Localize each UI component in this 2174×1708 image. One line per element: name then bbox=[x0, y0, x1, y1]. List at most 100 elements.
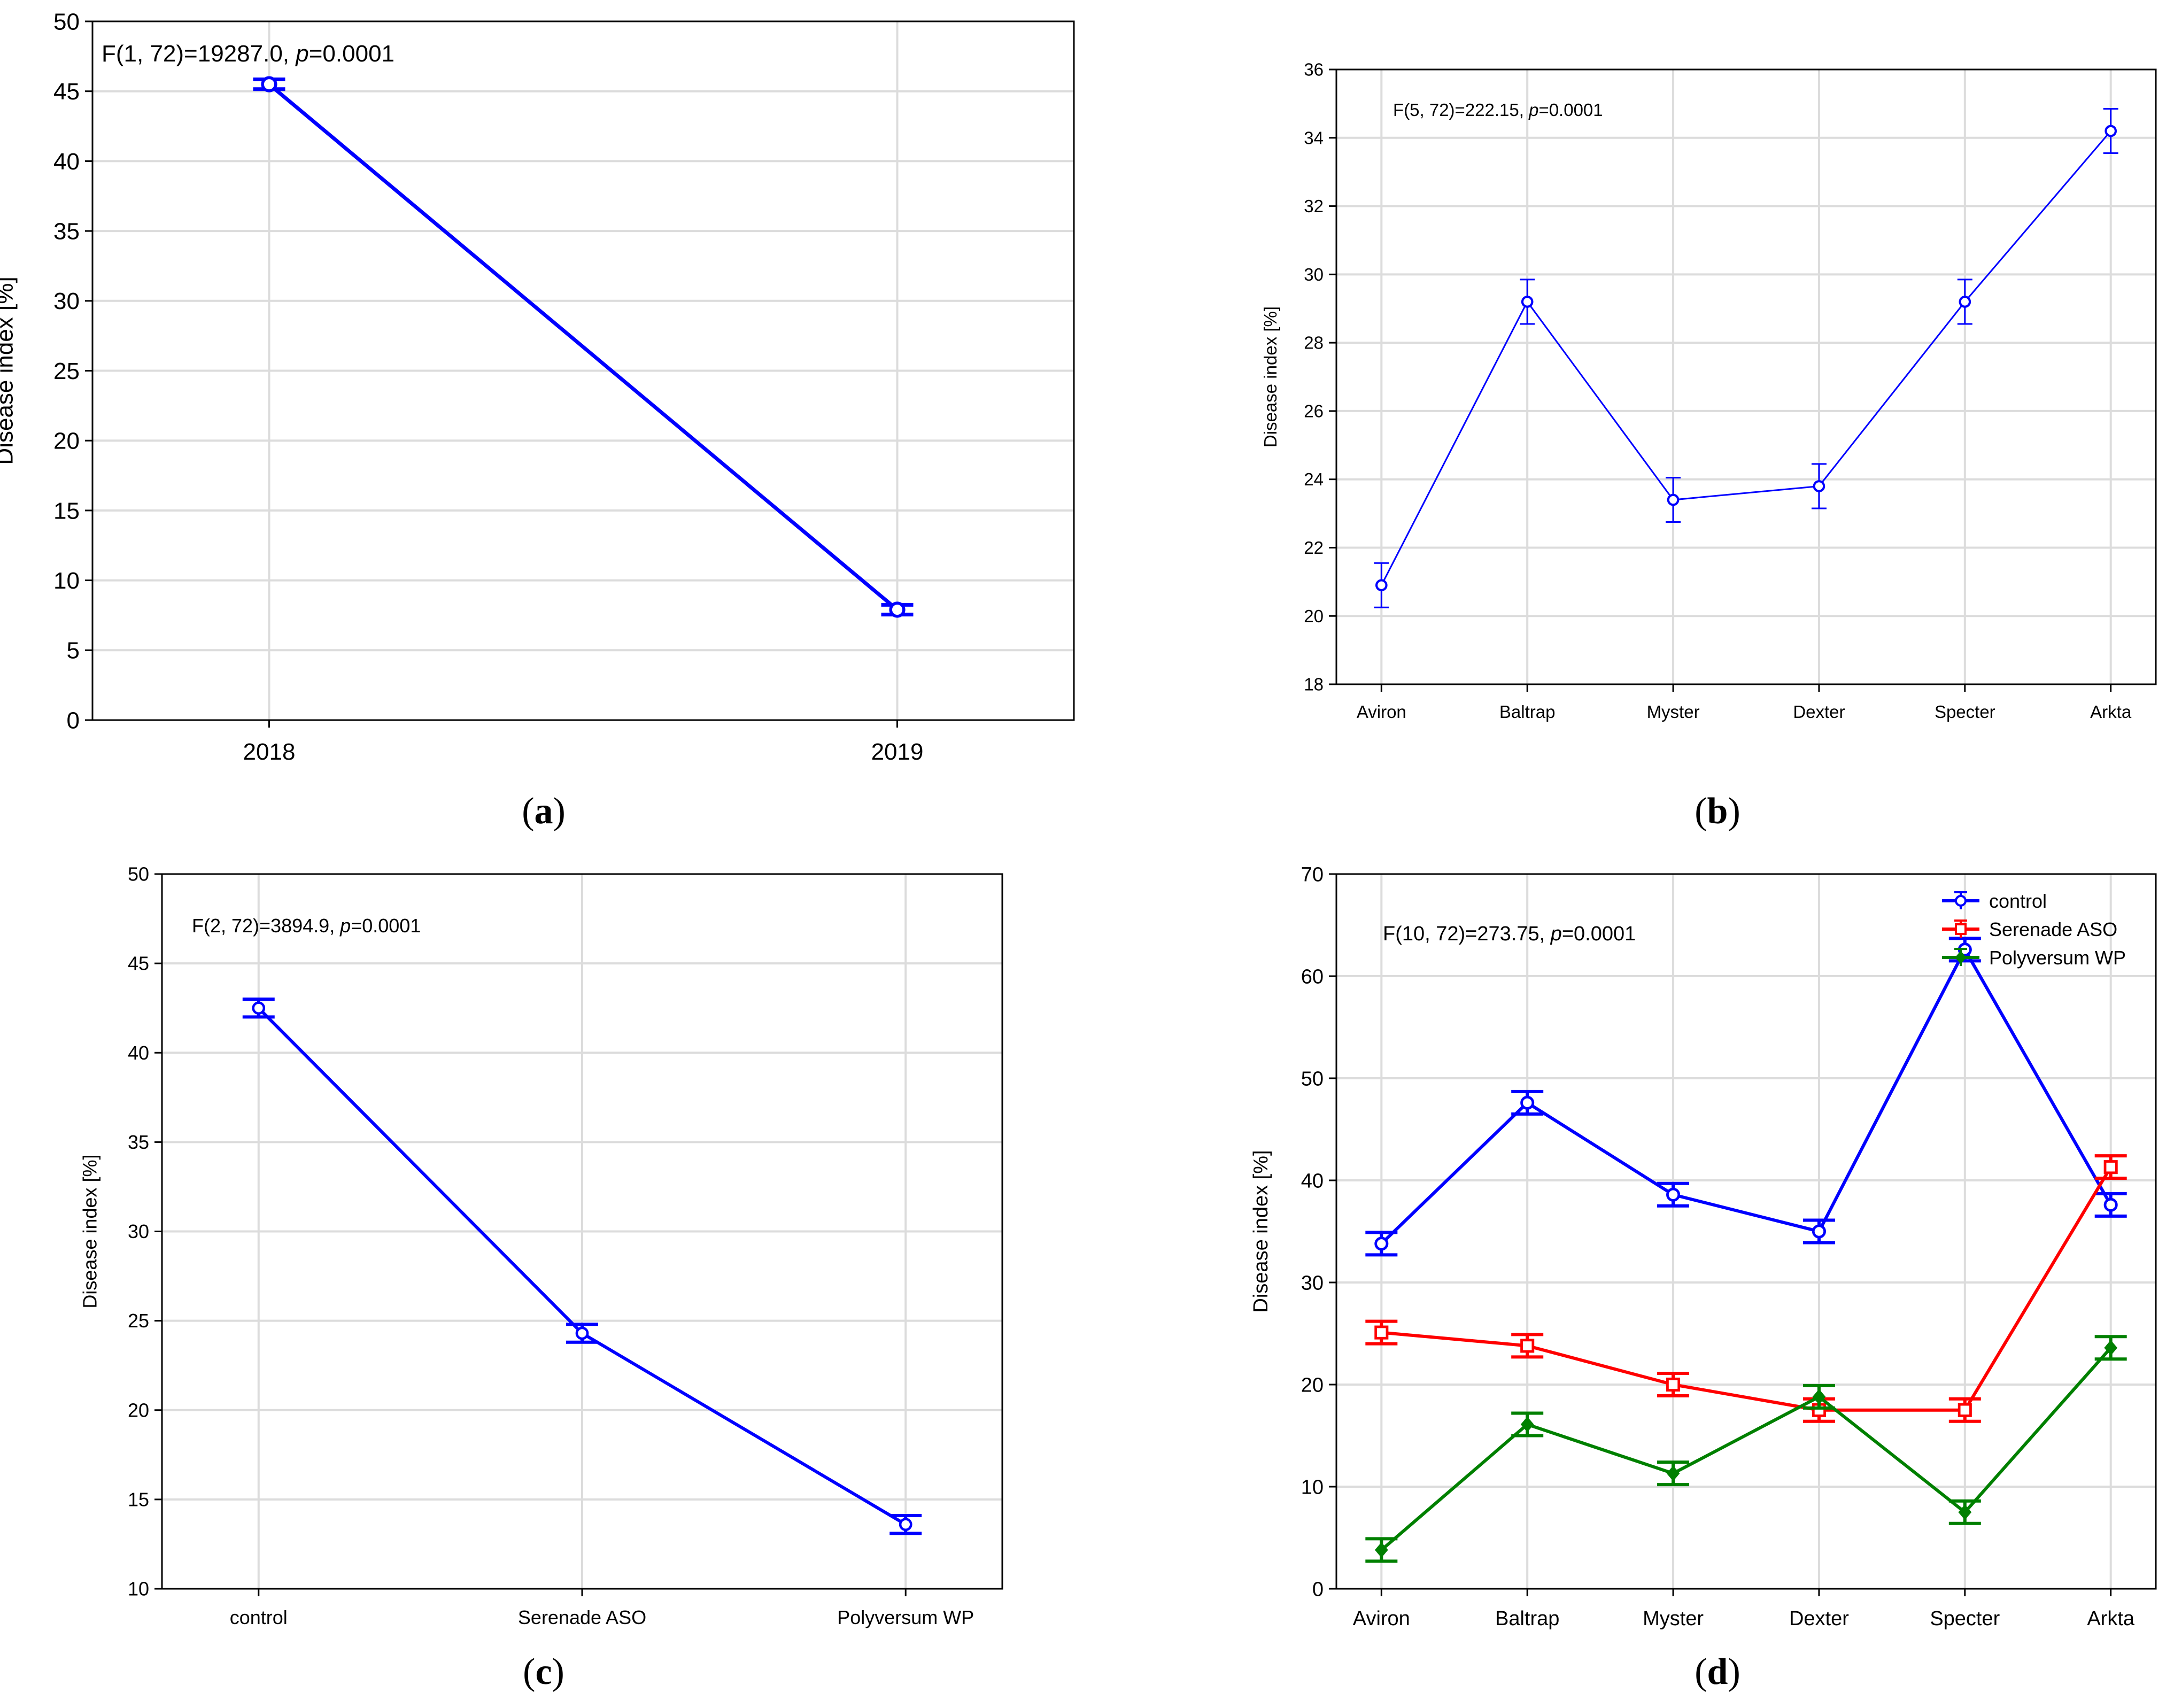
series-line bbox=[1381, 1166, 2113, 1412]
data-point bbox=[261, 76, 277, 92]
x-tick-label: Baltrap bbox=[1495, 1607, 1559, 1630]
series-control bbox=[1365, 937, 2127, 1257]
y-tick-label: 26 bbox=[1304, 401, 1324, 421]
y-axis-label: Disease index [%] bbox=[1260, 306, 1280, 447]
annotation-text: F(10, 72)=273.75, p=0.0001 bbox=[1383, 923, 1636, 945]
y-tick-label: 30 bbox=[128, 1220, 149, 1242]
data-point bbox=[1958, 1504, 1972, 1520]
x-tick-label: Dexter bbox=[1789, 1607, 1849, 1630]
x-tick-label: Specter bbox=[1930, 1607, 2000, 1630]
chart-panel-b: 18 20 22 24 26 28 30 32 34 36 Aviron Baltrap Myster D… bbox=[1260, 60, 2157, 722]
legend-marker bbox=[1955, 950, 1967, 964]
y-axis-label: Disease index [%] bbox=[79, 1154, 101, 1308]
annotation-text: F(1, 72)=19287.0, p=0.0001 bbox=[102, 41, 394, 67]
series-mean bbox=[242, 997, 922, 1535]
y-tick-label: 30 bbox=[1304, 265, 1324, 284]
y-tick-label: 45 bbox=[128, 953, 149, 975]
data-point bbox=[889, 601, 906, 618]
y-tick-label: 20 bbox=[1301, 1374, 1324, 1396]
x-tick-label: Dexter bbox=[1793, 702, 1845, 722]
data-point bbox=[1958, 1403, 1972, 1417]
chart-panel-a: 0 5 10 15 20 25 30 35 40 45 50 2018 2019 Disease inde… bbox=[0, 9, 1075, 765]
y-tick-label: 25 bbox=[53, 358, 80, 384]
data-point bbox=[2105, 125, 2117, 137]
y-tick-label: 34 bbox=[1304, 128, 1324, 148]
y-tick-label: 18 bbox=[1304, 675, 1324, 694]
y-tick-label: 0 bbox=[67, 707, 80, 733]
series-polyversum-wp bbox=[1365, 1335, 2127, 1563]
legend-label: Polyversum WP bbox=[1989, 947, 2126, 969]
y-tick-label: 30 bbox=[1301, 1272, 1324, 1294]
legend-label: Serenade ASO bbox=[1989, 918, 2117, 940]
series-line bbox=[1380, 946, 2113, 1245]
y-tick-label: 10 bbox=[1301, 1476, 1324, 1498]
y-tick-label: 40 bbox=[53, 149, 80, 175]
x-tick-label: Arkta bbox=[2087, 1607, 2135, 1630]
x-tick-label: Serenade ASO bbox=[518, 1606, 646, 1628]
y-tick-label: 20 bbox=[128, 1399, 149, 1421]
panel-label-d: (d) bbox=[1695, 1651, 1740, 1692]
y-tick-label: 50 bbox=[1301, 1068, 1324, 1090]
chart-panel-c: 10 15 20 25 30 35 40 45 50 control Serenade ASO Pol… bbox=[79, 863, 1003, 1628]
legend-marker bbox=[1954, 894, 1967, 907]
x-tick-label: Baltrap bbox=[1499, 702, 1556, 722]
data-point bbox=[1374, 1325, 1389, 1340]
data-point bbox=[1666, 1465, 1680, 1481]
data-point bbox=[1812, 1389, 1826, 1405]
y-tick-label: 50 bbox=[128, 863, 149, 885]
data-point bbox=[1667, 493, 1680, 506]
series-mean bbox=[253, 76, 914, 618]
series-line bbox=[268, 82, 899, 612]
x-tick-label: Specter bbox=[1935, 702, 1995, 722]
y-tick-label: 45 bbox=[53, 79, 80, 105]
x-tick-label: 2018 bbox=[243, 739, 296, 765]
data-point bbox=[1520, 1416, 1534, 1433]
data-point bbox=[1812, 1224, 1826, 1239]
annotation-text: F(5, 72)=222.15, p=0.0001 bbox=[1393, 100, 1603, 120]
series-mean bbox=[1374, 107, 2118, 608]
y-tick-label: 32 bbox=[1304, 196, 1324, 216]
data-point bbox=[1666, 1187, 1681, 1202]
data-point bbox=[1666, 1377, 1681, 1392]
y-tick-label: 60 bbox=[1301, 965, 1324, 988]
y-tick-label: 5 bbox=[67, 638, 80, 664]
x-tick-label: Aviron bbox=[1353, 1607, 1410, 1630]
x-tick-label: 2019 bbox=[871, 739, 924, 765]
y-tick-label: 20 bbox=[53, 428, 80, 454]
y-tick-label: 35 bbox=[53, 219, 80, 245]
data-point bbox=[2104, 1340, 2118, 1356]
data-point bbox=[1521, 296, 1534, 308]
x-tick-label: Arkta bbox=[2090, 702, 2132, 722]
data-point bbox=[1520, 1095, 1535, 1110]
data-point bbox=[1374, 1236, 1389, 1251]
data-point bbox=[1374, 1542, 1388, 1558]
series-line bbox=[1380, 130, 2111, 586]
y-tick-label: 10 bbox=[128, 1578, 149, 1600]
data-point bbox=[2103, 1160, 2118, 1174]
y-tick-label: 40 bbox=[128, 1042, 149, 1064]
x-tick-label: Polyversum WP bbox=[837, 1606, 974, 1628]
data-point bbox=[1520, 1339, 1535, 1353]
legend: control Serenade ASO Polyversum WP bbox=[1942, 890, 2126, 969]
series-serenade-aso bbox=[1365, 1154, 2127, 1423]
data-point bbox=[1959, 296, 1971, 308]
plot-frame bbox=[1335, 68, 2157, 685]
chart-panel-d: 0 10 20 30 40 50 60 70 Aviron Baltrap Myster Dexter… bbox=[1250, 863, 2157, 1630]
panel-label-b: (b) bbox=[1695, 791, 1740, 832]
data-point bbox=[1813, 480, 1825, 492]
y-tick-label: 50 bbox=[53, 9, 80, 35]
y-tick-label: 22 bbox=[1304, 538, 1324, 558]
y-tick-label: 24 bbox=[1304, 469, 1324, 489]
panel-label-c: (c) bbox=[523, 1651, 564, 1692]
y-tick-label: 20 bbox=[1304, 606, 1324, 626]
series-line bbox=[1380, 1347, 2112, 1551]
y-tick-label: 28 bbox=[1304, 333, 1324, 353]
data-point bbox=[252, 1001, 266, 1015]
data-point bbox=[575, 1326, 589, 1340]
y-tick-label: 15 bbox=[128, 1488, 149, 1510]
x-tick-label: Myster bbox=[1647, 702, 1700, 722]
y-tick-label: 36 bbox=[1304, 60, 1324, 80]
y-axis-label: Disease index [%] bbox=[0, 276, 18, 465]
data-point bbox=[2103, 1197, 2118, 1212]
